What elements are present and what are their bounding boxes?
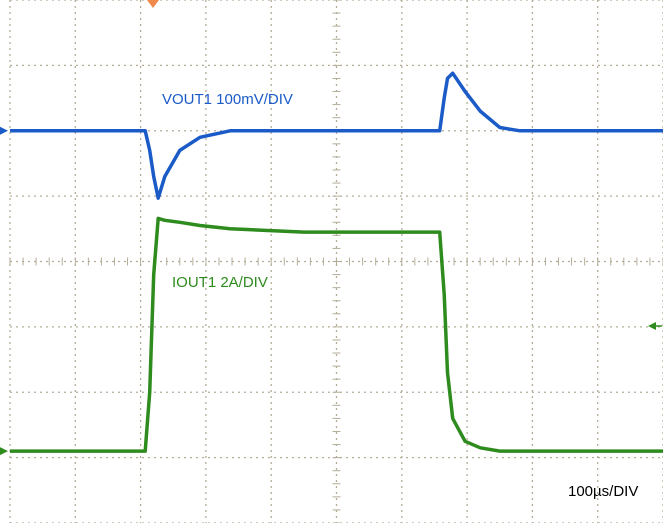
trigger-position-marker [147,0,159,8]
trace-label: VOUT1 100mV/DIV [162,91,293,108]
trace [10,216,663,453]
trigger-level-marker [648,322,656,330]
ground-marker [0,126,8,135]
trace [10,71,663,200]
trace-label: IOUT1 2A/DIV [172,274,268,291]
traces [10,71,663,453]
timebase-label: 100µs/DIV [568,483,638,500]
grid [9,0,663,523]
ground-marker [0,447,8,456]
